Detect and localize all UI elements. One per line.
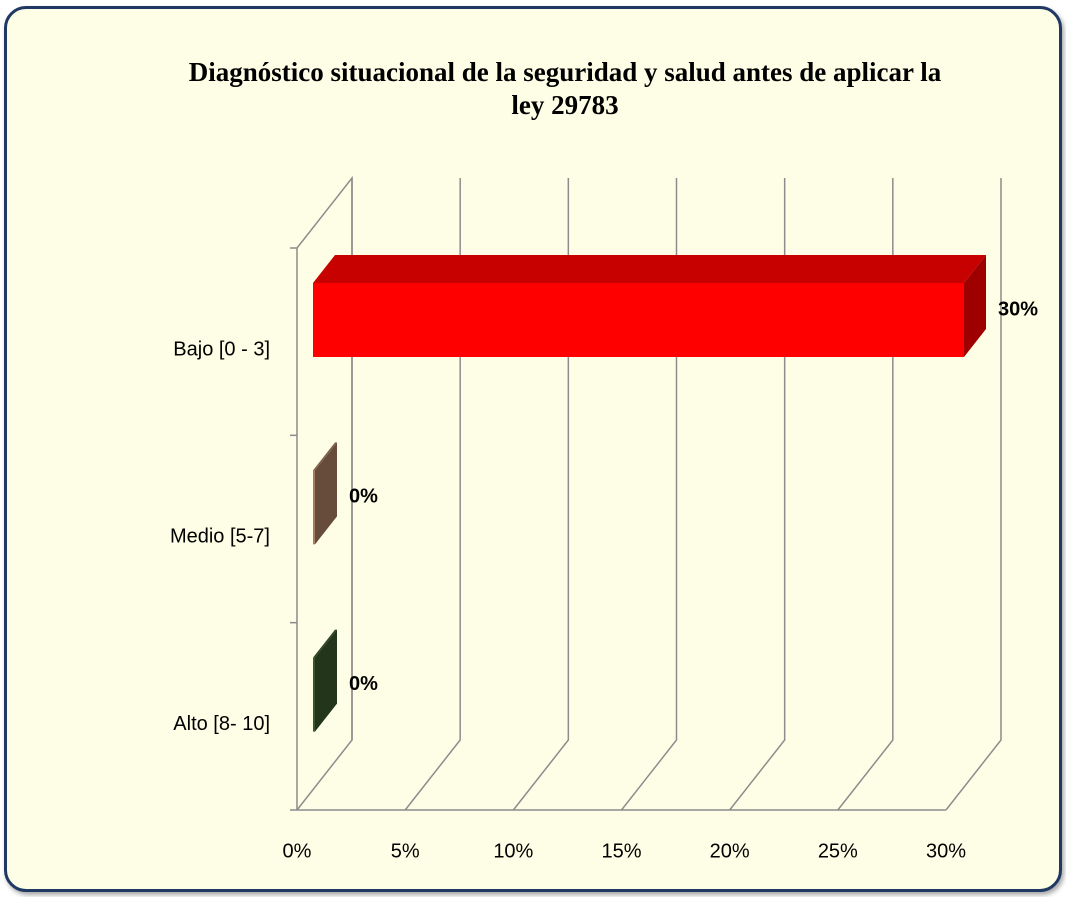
bar-top [313,255,986,283]
grid-line [620,178,678,811]
chart-title: Diagnóstico situacional de la seguridad … [188,57,942,120]
x-tick-label: 20% [710,840,750,862]
x-tick-label: 30% [926,840,966,862]
grid-line [729,178,786,811]
grid-line [404,178,461,811]
grid-line [945,178,1002,811]
y-tick-label: Medio [5-7] [170,526,270,548]
x-tick-label: 5% [391,840,420,862]
chart-frame [4,6,1062,892]
bar-top [313,629,337,658]
value-label: 30% [998,298,1038,320]
bar [313,442,337,545]
bar-front [313,657,315,732]
bar [313,629,337,732]
x-tick-label: 10% [493,840,533,862]
x-tick-label: 15% [601,840,641,862]
x-tick-label: 25% [818,840,858,862]
grid-line [837,178,894,811]
value-label: 0% [349,486,378,508]
bar-side [964,255,986,357]
bar [313,255,986,357]
bar-front [313,283,964,357]
x-tick-label: 0% [283,840,312,862]
bar-side [315,629,337,732]
bar-top [313,442,337,471]
y-tick-label: Alto [8- 10] [173,713,270,735]
grid-line [296,178,353,811]
grid-line [512,178,570,811]
value-label: 0% [349,673,378,695]
y-tick-label: Bajo [0 - 3] [173,338,270,360]
bar-side [315,442,337,545]
bar-front [313,470,315,545]
